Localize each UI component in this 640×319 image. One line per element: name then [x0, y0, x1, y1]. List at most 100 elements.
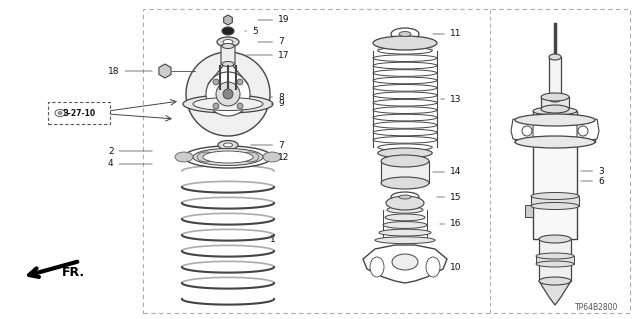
Ellipse shape	[539, 235, 571, 243]
Text: 7: 7	[258, 38, 284, 47]
Circle shape	[213, 79, 219, 85]
Text: FR.: FR.	[62, 265, 85, 278]
Ellipse shape	[218, 140, 238, 150]
Bar	[549, 57, 561, 99]
Ellipse shape	[381, 177, 429, 189]
Text: 17: 17	[246, 50, 289, 60]
Ellipse shape	[373, 100, 437, 106]
Bar	[525, 205, 533, 217]
Text: TP64B2800: TP64B2800	[575, 302, 618, 311]
Circle shape	[522, 126, 532, 136]
Ellipse shape	[223, 40, 233, 44]
Ellipse shape	[373, 55, 437, 62]
Ellipse shape	[203, 151, 253, 163]
Ellipse shape	[241, 152, 259, 162]
Ellipse shape	[373, 36, 437, 50]
Circle shape	[216, 82, 240, 106]
Text: 3: 3	[580, 167, 604, 175]
Ellipse shape	[193, 149, 263, 166]
Ellipse shape	[385, 214, 425, 221]
Ellipse shape	[375, 237, 435, 244]
Text: 5: 5	[244, 26, 258, 35]
Ellipse shape	[399, 32, 411, 36]
Polygon shape	[539, 281, 571, 305]
Ellipse shape	[549, 96, 561, 102]
FancyBboxPatch shape	[221, 45, 235, 65]
Circle shape	[223, 89, 233, 99]
Ellipse shape	[541, 93, 569, 101]
Ellipse shape	[370, 257, 384, 277]
Ellipse shape	[381, 155, 429, 167]
Bar	[515, 120, 595, 142]
Ellipse shape	[222, 27, 234, 35]
Circle shape	[186, 52, 270, 136]
Text: 8: 8	[271, 93, 284, 101]
Bar	[143, 9, 630, 313]
Ellipse shape	[263, 152, 281, 162]
Ellipse shape	[222, 62, 234, 66]
Polygon shape	[363, 245, 447, 283]
Bar	[531, 196, 579, 206]
Ellipse shape	[373, 77, 437, 84]
Ellipse shape	[222, 43, 234, 48]
Bar	[539, 239, 571, 281]
Text: 10: 10	[450, 263, 461, 271]
Ellipse shape	[549, 54, 561, 60]
Ellipse shape	[399, 195, 411, 199]
Text: 15: 15	[436, 192, 461, 202]
Ellipse shape	[373, 114, 437, 121]
Ellipse shape	[373, 107, 437, 114]
Circle shape	[213, 103, 219, 109]
Bar	[533, 111, 577, 239]
Text: 6: 6	[580, 176, 604, 186]
Ellipse shape	[217, 37, 239, 47]
Ellipse shape	[531, 192, 579, 199]
Text: 19: 19	[258, 16, 289, 25]
Ellipse shape	[373, 62, 437, 69]
Text: 18: 18	[108, 66, 152, 76]
Bar	[377, 39, 433, 51]
Text: 11: 11	[433, 29, 461, 39]
Ellipse shape	[383, 222, 427, 228]
Ellipse shape	[183, 95, 273, 113]
Bar	[48, 102, 110, 124]
Ellipse shape	[531, 203, 579, 210]
Ellipse shape	[373, 85, 437, 91]
Ellipse shape	[58, 112, 62, 115]
Polygon shape	[223, 15, 232, 25]
Ellipse shape	[378, 144, 432, 151]
Bar	[541, 97, 569, 109]
Polygon shape	[159, 64, 171, 78]
Ellipse shape	[373, 92, 437, 99]
Bar	[536, 256, 574, 264]
Text: 12: 12	[271, 152, 289, 161]
Text: 16: 16	[440, 219, 461, 228]
Text: 1: 1	[270, 234, 276, 243]
Ellipse shape	[536, 261, 574, 267]
Circle shape	[206, 72, 250, 116]
Ellipse shape	[193, 98, 263, 110]
Ellipse shape	[391, 28, 419, 40]
Ellipse shape	[373, 122, 437, 128]
Ellipse shape	[379, 229, 431, 236]
Text: 7: 7	[251, 140, 284, 150]
Ellipse shape	[184, 146, 272, 168]
Text: 13: 13	[441, 94, 461, 103]
Ellipse shape	[515, 136, 595, 148]
Polygon shape	[511, 119, 533, 142]
Text: 14: 14	[433, 167, 461, 176]
Ellipse shape	[426, 257, 440, 277]
Circle shape	[578, 126, 588, 136]
Ellipse shape	[392, 254, 418, 270]
Ellipse shape	[378, 47, 432, 54]
Circle shape	[237, 79, 243, 85]
Ellipse shape	[533, 107, 577, 115]
Ellipse shape	[55, 109, 65, 116]
Ellipse shape	[536, 253, 574, 259]
Ellipse shape	[197, 152, 215, 162]
Ellipse shape	[373, 70, 437, 76]
Ellipse shape	[175, 152, 193, 162]
Ellipse shape	[373, 129, 437, 136]
Text: B-27-10: B-27-10	[63, 108, 95, 117]
Circle shape	[237, 103, 243, 109]
